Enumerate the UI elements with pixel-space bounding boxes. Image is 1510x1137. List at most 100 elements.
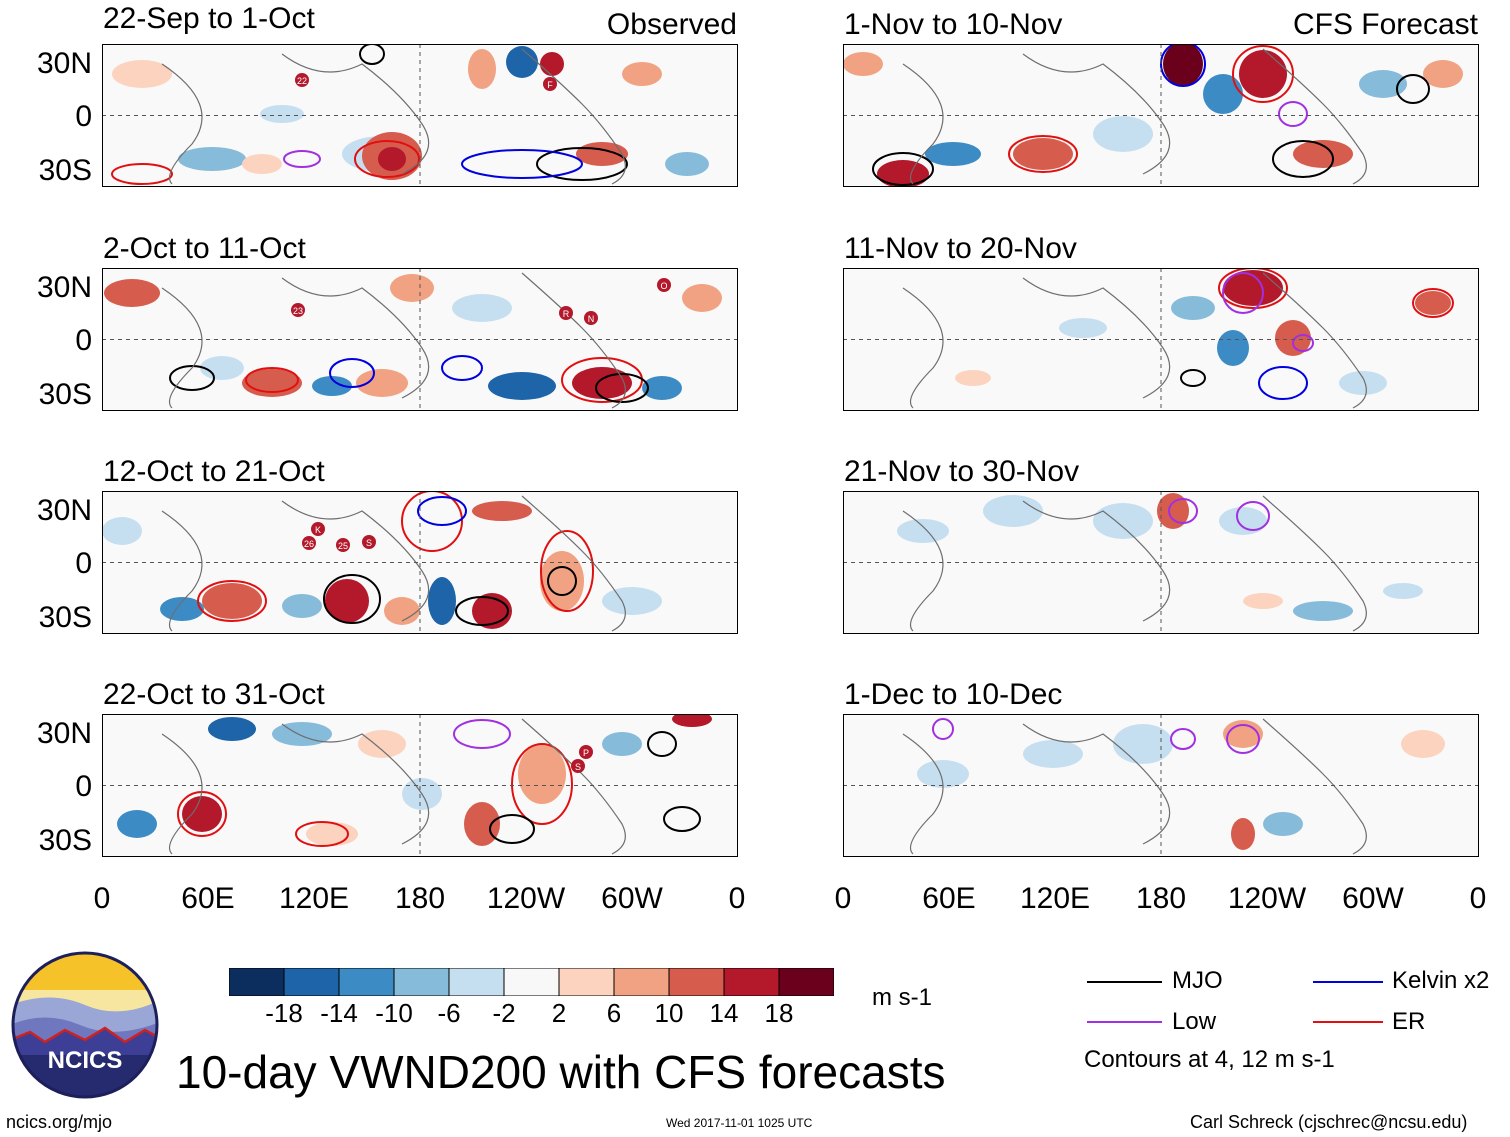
x-label-0: 0 (834, 882, 852, 915)
colorbar-tick-label: -10 (375, 998, 413, 1028)
colorbar-tick-label: -18 (265, 998, 303, 1028)
legend-label-mjo: MJO (1172, 967, 1223, 994)
footer-website[interactable]: ncics.org/mjo (6, 1112, 113, 1132)
observed-header: Observed (606, 8, 737, 41)
panel-title-obs-4: 22-Oct to 31-Oct (103, 678, 325, 711)
colorbar-swatch (503, 968, 560, 996)
y-label-eq: 0 (75, 100, 92, 133)
panel-title-fcst-1: 1-Nov to 10-Nov (844, 8, 1063, 41)
y-label-eq: 0 (75, 324, 92, 357)
map-panel-obs-1: 22 F (102, 44, 738, 187)
colorbar-swatch (778, 968, 834, 996)
x-label-60w: 60W (1342, 882, 1404, 915)
map-panel-fcst-1 (843, 44, 1479, 187)
colorbar-tick-label: 6 (606, 998, 622, 1028)
panel-title-obs-3: 12-Oct to 21-Oct (103, 455, 325, 488)
svg-text:K: K (315, 525, 321, 535)
panel-title-fcst-4: 1-Dec to 10-Dec (844, 678, 1063, 711)
colorbar (229, 968, 834, 996)
x-label-120w: 120W (486, 882, 566, 915)
x-label-120e: 120E (1019, 882, 1091, 915)
y-label-30s: 30S (38, 378, 92, 411)
svg-text:P: P (583, 748, 589, 758)
colorbar-swatch (668, 968, 725, 996)
svg-text:23: 23 (293, 306, 303, 316)
storm-marker-r: R (559, 306, 573, 320)
storm-marker-23: 23 (291, 303, 305, 317)
y-label-30n: 30N (36, 271, 92, 304)
y-label-eq: 0 (75, 547, 92, 580)
x-label-60e: 60E (922, 882, 976, 915)
y-label-30s: 30S (38, 154, 92, 187)
x-label-180: 180 (1135, 882, 1187, 915)
colorbar-swatch (448, 968, 505, 996)
svg-text:N: N (588, 314, 595, 324)
storm-marker-22: 22 (295, 73, 309, 87)
main-title: 10-day VWND200 with CFS forecasts (176, 1046, 946, 1098)
panel-title-fcst-2: 11-Nov to 20-Nov (844, 232, 1077, 265)
x-label-120e: 120E (278, 882, 350, 915)
footer-credit: Carl Schreck (cjschrec@ncsu.edu) (1190, 1112, 1468, 1132)
panel-title-fcst-3: 21-Nov to 30-Nov (844, 455, 1080, 488)
x-label-0: 0 (93, 882, 111, 915)
y-label-30s: 30S (38, 601, 92, 634)
y-label-eq: 0 (75, 770, 92, 803)
map-panel-obs-3: K 26 25 S (102, 491, 738, 634)
legend-label-er: ER (1392, 1008, 1426, 1035)
svg-text:25: 25 (338, 541, 348, 551)
map-panel-fcst-2 (843, 268, 1479, 411)
x-label-180: 180 (394, 882, 446, 915)
colorbar-swatch (613, 968, 670, 996)
map-panel-obs-4: P S (102, 714, 738, 857)
colorbar-swatch (558, 968, 615, 996)
panel-title-obs-2: 2-Oct to 11-Oct (103, 232, 306, 265)
cfs-forecast-header: CFS Forecast (1292, 8, 1478, 41)
colorbar-swatch (338, 968, 395, 996)
y-label-30s: 30S (38, 824, 92, 857)
legend-label-kelvin: Kelvin x2 (1392, 967, 1490, 994)
colorbar-tick-label: -6 (437, 998, 461, 1028)
svg-text:S: S (575, 762, 581, 772)
svg-text:S: S (366, 538, 372, 548)
footer-timestamp: Wed 2017-11-01 1025 UTC (666, 1116, 813, 1130)
colorbar-swatch (393, 968, 450, 996)
storm-marker-n: N (584, 311, 598, 325)
x-label-0-end: 0 (1469, 882, 1487, 915)
svg-text:26: 26 (304, 539, 314, 549)
colorbar-units: m s-1 (872, 984, 932, 1011)
colorbar-tick-label: -14 (320, 998, 358, 1028)
legend-label-low: Low (1172, 1008, 1217, 1035)
contour-note: Contours at 4, 12 m s-1 (1084, 1046, 1335, 1073)
x-label-60e: 60E (181, 882, 235, 915)
colorbar-swatch (283, 968, 340, 996)
y-label-30n: 30N (36, 47, 92, 80)
map-panel-fcst-4 (843, 714, 1479, 857)
colorbar-tick-label: 14 (709, 998, 739, 1028)
colorbar-tick-label: 10 (654, 998, 684, 1028)
x-label-60w: 60W (601, 882, 663, 915)
colorbar-swatch (723, 968, 780, 996)
storm-marker-s: S (362, 535, 376, 549)
colorbar-tick-label: 2 (551, 998, 567, 1028)
storm-marker-s: S (571, 759, 585, 773)
map-panel-fcst-3 (843, 491, 1479, 634)
x-label-0-end: 0 (728, 882, 746, 915)
colorbar-tick-label: -2 (492, 998, 516, 1028)
svg-text:NCICS: NCICS (48, 1047, 123, 1074)
x-label-120w: 120W (1227, 882, 1307, 915)
map-panel-obs-2: 23 R N O (102, 268, 738, 411)
storm-marker-26: 26 (302, 536, 316, 550)
storm-marker-p: P (579, 745, 593, 759)
storm-marker-f: F (543, 77, 557, 91)
panel-title-obs-1: 22-Sep to 1-Oct (103, 2, 315, 35)
svg-text:O: O (660, 281, 667, 291)
y-label-30n: 30N (36, 494, 92, 527)
y-label-30n: 30N (36, 717, 92, 750)
svg-text:R: R (563, 309, 570, 319)
svg-text:22: 22 (297, 76, 307, 86)
svg-text:F: F (547, 80, 553, 90)
storm-marker-o: O (657, 278, 671, 292)
storm-marker-25: 25 (336, 538, 350, 552)
storm-marker-k: K (311, 522, 325, 536)
colorbar-swatch (229, 968, 285, 996)
